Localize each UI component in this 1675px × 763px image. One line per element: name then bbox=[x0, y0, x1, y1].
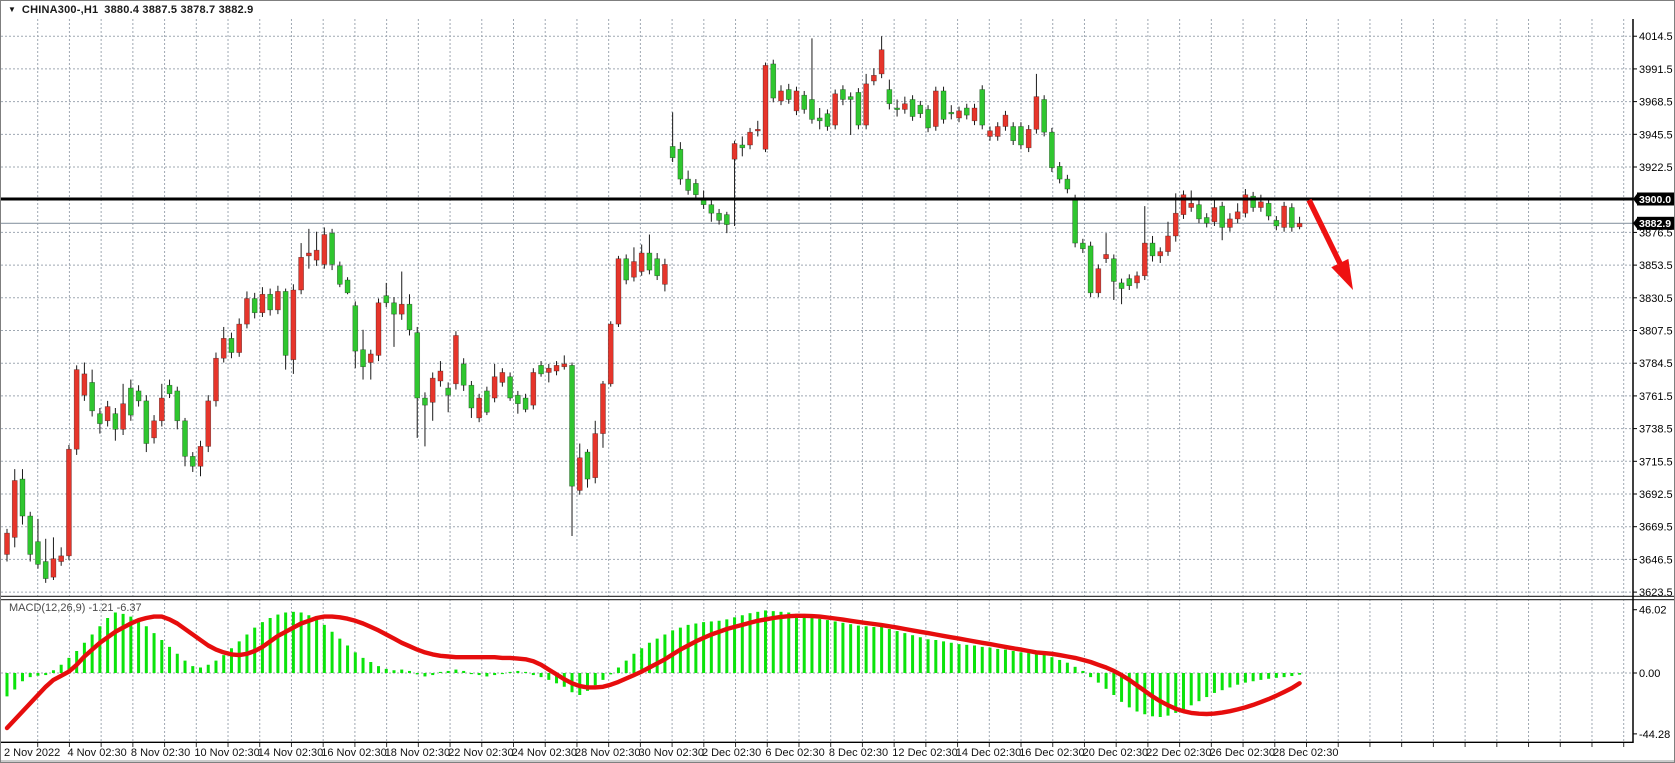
svg-text:10 Nov 02:30: 10 Nov 02:30 bbox=[194, 747, 259, 759]
svg-text:4014.5: 4014.5 bbox=[1639, 31, 1673, 43]
svg-text:3968.5: 3968.5 bbox=[1639, 97, 1673, 109]
svg-text:MACD(12,26,9) -1.21 -6.37: MACD(12,26,9) -1.21 -6.37 bbox=[9, 602, 142, 614]
svg-text:3945.5: 3945.5 bbox=[1639, 129, 1673, 141]
symbol-period-label: CHINA300-,H1 bbox=[21, 3, 99, 16]
svg-text:2 Dec 02:30: 2 Dec 02:30 bbox=[702, 747, 761, 759]
macd-panel: MACD(12,26,9) -1.21 -6.37 46.02 0.00 -44.28 bbox=[1, 595, 1674, 741]
trend-arrow[interactable] bbox=[1306, 198, 1353, 290]
svg-text:2 Nov 2022: 2 Nov 2022 bbox=[4, 747, 60, 759]
svg-text:3738.5: 3738.5 bbox=[1639, 424, 1673, 436]
svg-text:22 Nov 02:30: 22 Nov 02:30 bbox=[448, 747, 513, 759]
svg-text:14 Nov 02:30: 14 Nov 02:30 bbox=[258, 747, 323, 759]
svg-text:3922.5: 3922.5 bbox=[1639, 162, 1673, 174]
svg-text:26 Dec 02:30: 26 Dec 02:30 bbox=[1210, 747, 1275, 759]
svg-text:3876.5: 3876.5 bbox=[1639, 227, 1673, 239]
svg-text:3646.5: 3646.5 bbox=[1639, 554, 1673, 566]
svg-text:12 Dec 02:30: 12 Dec 02:30 bbox=[892, 747, 957, 759]
price-axis[interactable]: 4014.5 3991.5 3968.5 3945.5 3922.5 3876.5 3853… bbox=[1633, 31, 1675, 599]
svg-text:28 Nov 02:30: 28 Nov 02:30 bbox=[575, 747, 640, 759]
svg-text:3692.5: 3692.5 bbox=[1639, 489, 1673, 501]
svg-text:14 Dec 02:30: 14 Dec 02:30 bbox=[956, 747, 1021, 759]
svg-text:3882.9: 3882.9 bbox=[1639, 218, 1671, 230]
svg-text:3761.5: 3761.5 bbox=[1639, 391, 1673, 403]
svg-text:22 Dec 02:30: 22 Dec 02:30 bbox=[1146, 747, 1211, 759]
svg-text:0.00: 0.00 bbox=[1639, 668, 1660, 680]
svg-text:3900.0: 3900.0 bbox=[1639, 194, 1671, 206]
svg-text:3830.5: 3830.5 bbox=[1639, 293, 1673, 305]
svg-text:3807.5: 3807.5 bbox=[1639, 326, 1673, 338]
svg-text:30 Nov 02:30: 30 Nov 02:30 bbox=[639, 747, 704, 759]
svg-text:46.02: 46.02 bbox=[1639, 605, 1667, 617]
threshold-line-3900[interactable] bbox=[1, 197, 1633, 201]
svg-text:16 Dec 02:30: 16 Dec 02:30 bbox=[1019, 747, 1084, 759]
chart-title-bar: ▼ CHINA300-,H1 3880.4 3887.5 3878.7 3882… bbox=[1, 1, 1674, 18]
date-axis[interactable]: 2 Nov 2022 4 Nov 02:30 8 Nov 02:30 10 Nov 0… bbox=[4, 743, 1625, 759]
svg-text:-44.28: -44.28 bbox=[1639, 729, 1670, 741]
svg-text:8 Dec 02:30: 8 Dec 02:30 bbox=[829, 747, 888, 759]
candles-layer bbox=[4, 36, 1303, 583]
svg-text:3853.5: 3853.5 bbox=[1639, 260, 1673, 272]
panel-borders bbox=[1, 19, 1674, 762]
svg-text:3669.5: 3669.5 bbox=[1639, 522, 1673, 534]
svg-text:3991.5: 3991.5 bbox=[1639, 64, 1673, 76]
svg-text:24 Nov 02:30: 24 Nov 02:30 bbox=[512, 747, 577, 759]
svg-text:18 Nov 02:30: 18 Nov 02:30 bbox=[385, 747, 450, 759]
svg-text:16 Nov 02:30: 16 Nov 02:30 bbox=[321, 747, 386, 759]
grid-layer bbox=[1, 19, 1633, 742]
symbol-dropdown-icon[interactable]: ▼ bbox=[8, 4, 16, 14]
svg-text:4 Nov 02:30: 4 Nov 02:30 bbox=[67, 747, 126, 759]
svg-text:28 Dec 02:30: 28 Dec 02:30 bbox=[1273, 747, 1338, 759]
svg-text:6 Dec 02:30: 6 Dec 02:30 bbox=[765, 747, 824, 759]
svg-text:8 Nov 02:30: 8 Nov 02:30 bbox=[131, 747, 190, 759]
svg-text:3623.5: 3623.5 bbox=[1639, 587, 1673, 599]
ohlc-values: 3880.4 3887.5 3878.7 3882.9 bbox=[104, 3, 254, 16]
svg-text:20 Dec 02:30: 20 Dec 02:30 bbox=[1083, 747, 1148, 759]
svg-text:3784.5: 3784.5 bbox=[1639, 358, 1673, 370]
svg-text:3715.5: 3715.5 bbox=[1639, 456, 1673, 468]
